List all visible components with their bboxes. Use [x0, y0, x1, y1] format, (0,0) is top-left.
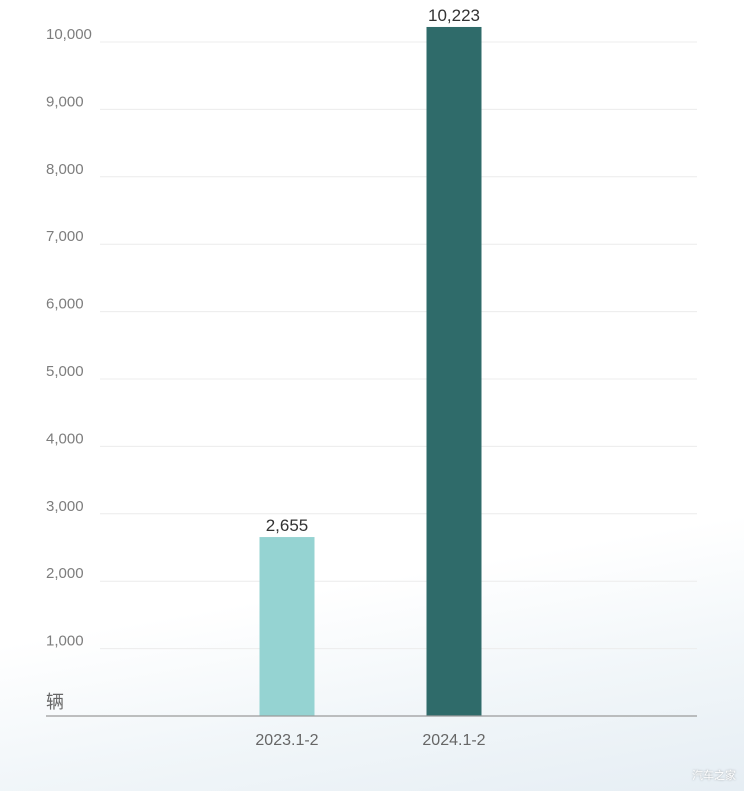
y-tick-label: 3,000: [46, 498, 84, 515]
y-axis-ticks: 1,000 2,000 3,000 4,000 5,000 6,000 7,000 8,000…: [46, 26, 92, 650]
y-tick-label: 2,000: [46, 565, 84, 582]
y-tick-label: 9,000: [46, 93, 84, 110]
gridlines: [100, 41, 697, 650]
y-tick-label: 1,000: [46, 633, 84, 650]
bar-2024.1-2: [426, 26, 482, 717]
y-tick-label: 10,000: [46, 26, 92, 43]
bar-value-label: 10,223: [428, 6, 480, 25]
x-tick-label: 2023.1-2: [255, 732, 318, 749]
x-axis-labels: 2023.1-2 2024.1-2: [255, 732, 485, 749]
y-tick-label: 6,000: [46, 296, 84, 313]
value-labels: 2,655 10,223: [266, 6, 480, 535]
watermark: 汽车之家: [692, 769, 736, 782]
unit-label: 辆: [46, 692, 64, 713]
y-tick-label: 5,000: [46, 363, 84, 380]
y-tick-label: 8,000: [46, 161, 84, 178]
x-tick-label: 2024.1-2: [422, 732, 485, 749]
bar-value-label: 2,655: [266, 516, 309, 535]
y-tick-label: 7,000: [46, 228, 84, 245]
y-tick-label: 4,000: [46, 430, 84, 447]
bars: [259, 26, 482, 717]
bar-2023.1-2: [259, 537, 315, 716]
